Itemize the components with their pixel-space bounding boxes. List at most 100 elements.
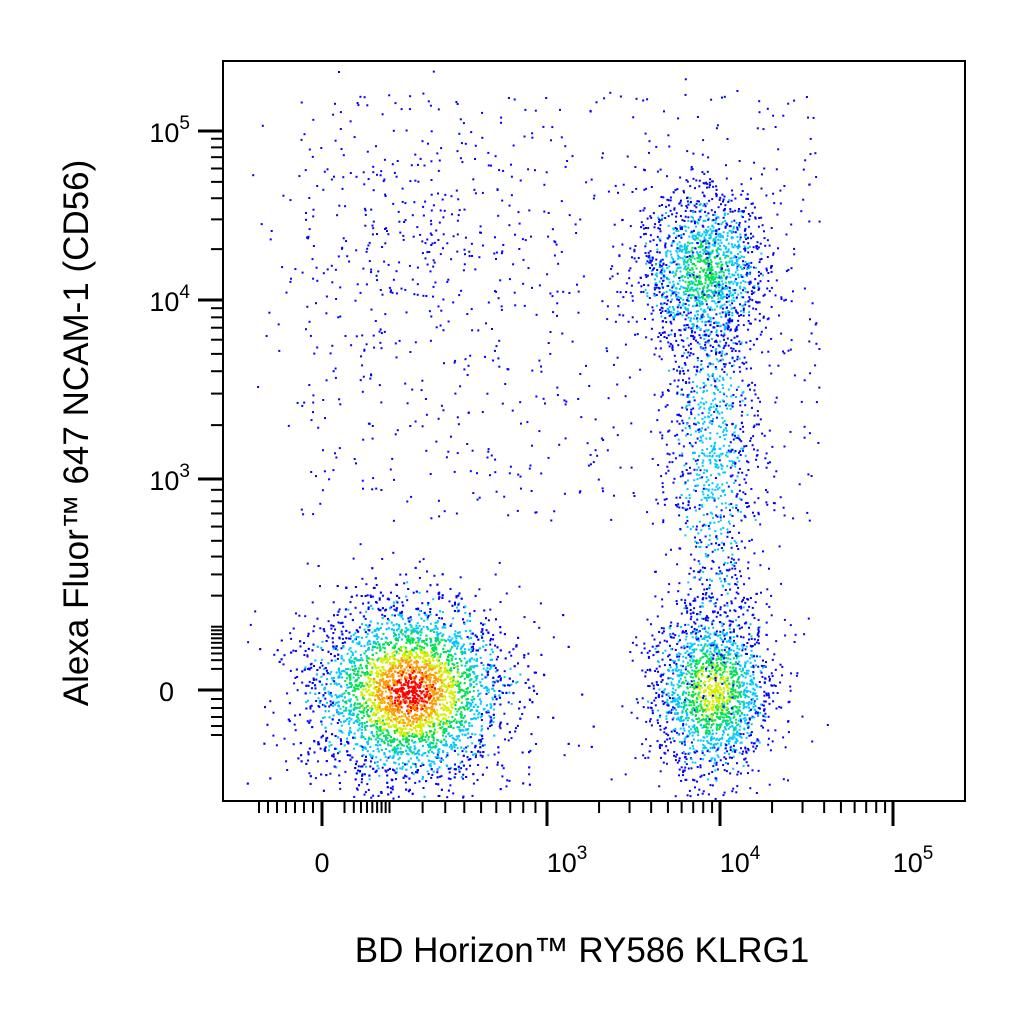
event-dot	[396, 629, 398, 632]
event-dot	[416, 718, 419, 721]
event-dot	[486, 666, 489, 669]
event-dot	[438, 596, 441, 599]
event-dot	[592, 725, 595, 728]
event-dot	[361, 726, 364, 728]
event-dot	[377, 750, 380, 753]
event-dot	[349, 637, 352, 640]
event-dot	[427, 714, 430, 717]
event-dot	[324, 667, 327, 669]
event-dot	[423, 667, 426, 670]
event-dot	[299, 645, 302, 648]
event-dot	[421, 674, 424, 676]
event-dot	[401, 672, 404, 675]
event-dot	[419, 645, 421, 648]
event-dot	[308, 772, 311, 775]
event-dot	[493, 734, 496, 737]
event-dot	[381, 697, 384, 700]
event-dot	[405, 749, 408, 752]
event-dot	[410, 766, 412, 769]
event-dot	[392, 724, 395, 726]
event-dot	[395, 720, 398, 723]
event-dot	[389, 607, 391, 610]
event-dot	[357, 659, 360, 662]
event-dot	[417, 702, 420, 705]
event-dot	[332, 645, 335, 648]
event-dot	[358, 706, 361, 709]
event-dot	[433, 728, 436, 731]
event-dot	[420, 651, 423, 653]
event-dot	[406, 724, 409, 726]
event-dot	[445, 689, 448, 692]
event-dot	[396, 595, 399, 597]
event-dot	[382, 740, 385, 743]
event-dot	[355, 679, 358, 682]
event-dot	[415, 630, 418, 633]
event-dot	[358, 626, 361, 629]
event-dot	[389, 684, 392, 687]
event-dot	[466, 660, 469, 663]
event-dot	[450, 721, 453, 723]
event-dot	[436, 583, 439, 586]
event-dot	[247, 641, 250, 644]
event-dot	[312, 710, 315, 713]
event-dot	[397, 661, 400, 664]
event-dot	[329, 772, 332, 775]
event-dot	[409, 674, 412, 676]
event-dot	[307, 759, 310, 762]
event-dot	[386, 786, 389, 789]
event-dot	[475, 683, 478, 686]
event-dot	[398, 671, 401, 674]
event-dot	[399, 742, 402, 745]
event-dot	[397, 758, 400, 761]
event-dot	[478, 742, 481, 745]
event-dot	[425, 684, 428, 687]
event-dot	[435, 717, 438, 720]
event-dot	[360, 765, 363, 768]
event-dot	[377, 716, 380, 719]
event-dot	[368, 698, 371, 701]
event-dot	[372, 653, 374, 656]
event-dot	[476, 779, 479, 781]
event-dot	[400, 684, 403, 687]
event-dot	[451, 641, 454, 644]
event-dot	[379, 609, 382, 612]
event-dot	[445, 714, 447, 717]
event-dot	[400, 688, 403, 691]
event-dot	[417, 632, 420, 635]
event-dot	[498, 675, 501, 677]
event-dot	[371, 755, 374, 758]
event-dot	[422, 680, 425, 683]
event-dot	[377, 695, 380, 698]
event-dot	[418, 656, 421, 659]
event-dot	[350, 650, 353, 653]
event-dot	[357, 643, 360, 646]
event-dot	[424, 688, 427, 691]
event-dot	[456, 635, 459, 638]
event-dot	[376, 641, 379, 644]
event-dot	[403, 734, 406, 737]
event-dot	[371, 757, 374, 760]
event-dot	[410, 709, 412, 712]
event-dot	[402, 719, 405, 722]
event-dot	[368, 689, 371, 692]
event-dot	[533, 689, 536, 692]
event-dot	[395, 583, 398, 586]
event-dot	[397, 696, 400, 699]
event-dot	[423, 704, 426, 707]
event-dot	[430, 668, 433, 671]
event-dot	[411, 739, 414, 742]
event-dot	[381, 613, 384, 616]
event-dot	[392, 755, 395, 758]
event-dot	[454, 601, 456, 604]
event-dot	[353, 732, 356, 735]
event-dot	[353, 706, 356, 709]
event-dot	[387, 723, 390, 726]
event-dot	[415, 675, 418, 678]
event-dot	[437, 597, 440, 600]
event-dot	[401, 762, 404, 764]
event-dot	[384, 769, 387, 772]
event-dot	[492, 721, 495, 723]
event-dot	[334, 628, 336, 631]
event-dot	[459, 706, 462, 709]
event-dot	[420, 725, 423, 728]
